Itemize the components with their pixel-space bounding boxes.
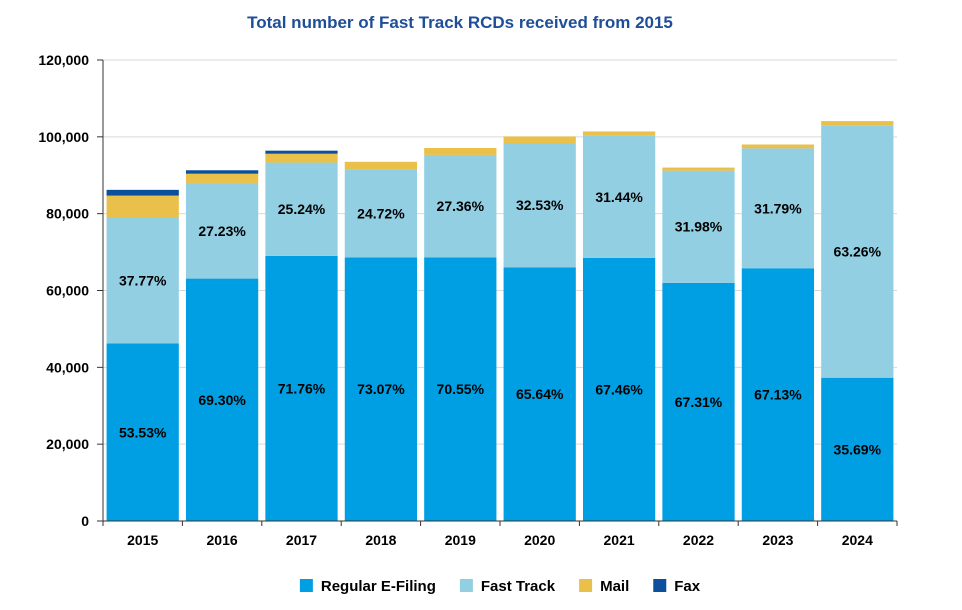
x-tick-label: 2018	[365, 532, 396, 548]
bar-segment	[265, 153, 338, 163]
bar-segment	[662, 170, 735, 283]
bar-segment	[741, 268, 815, 521]
x-tick-label: 2023	[762, 532, 793, 548]
bar-segment	[344, 257, 418, 521]
bar-segment	[106, 189, 179, 196]
bar-segment	[185, 170, 259, 174]
y-tick-label: 40,000	[46, 359, 89, 375]
data-label: 67.31%	[675, 394, 723, 410]
bar-segment	[503, 136, 576, 143]
legend-swatch	[653, 579, 667, 592]
legend: Regular E-Filing Fast Track Mail Fax	[299, 578, 701, 595]
bars	[106, 121, 894, 522]
x-tick-label: 2021	[604, 532, 635, 548]
data-label: 53.53%	[119, 424, 167, 440]
x-tick-label: 2020	[524, 532, 555, 548]
y-tick-label: 0	[81, 513, 89, 529]
data-label: 31.44%	[595, 189, 643, 205]
legend-swatch	[459, 579, 473, 592]
data-label: 31.79%	[754, 200, 802, 216]
data-label: 24.72%	[357, 205, 405, 221]
data-label: 25.24%	[278, 201, 326, 217]
bar-segment	[185, 182, 259, 279]
legend-label: Fast Track	[481, 578, 556, 595]
data-label: 31.98%	[675, 219, 723, 235]
bar-segment	[424, 257, 497, 521]
x-tick-label: 2019	[445, 532, 476, 548]
bar-segment	[185, 173, 259, 183]
y-tick-label: 80,000	[46, 206, 89, 222]
bar-segment	[582, 135, 656, 258]
y-tick-label: 60,000	[46, 283, 89, 299]
legend-swatch	[299, 579, 313, 592]
bar-segment	[265, 162, 338, 256]
x-tick-label: 2017	[286, 532, 317, 548]
bar-segment	[821, 377, 894, 521]
data-label: 71.76%	[278, 380, 326, 396]
bar-segment	[424, 147, 497, 155]
bar-segment	[344, 169, 418, 258]
bar-segment	[265, 150, 338, 154]
bar-segment	[582, 257, 656, 521]
bar-segment	[821, 125, 894, 378]
legend-label: Mail	[600, 578, 629, 595]
bar-segment	[185, 278, 259, 521]
bar-segment	[821, 121, 894, 126]
bar-segment	[424, 154, 497, 258]
bar-segment	[662, 167, 735, 171]
data-label: 73.07%	[357, 381, 405, 397]
bar-segment	[344, 161, 418, 170]
y-tick-label: 100,000	[38, 129, 89, 145]
bar-segment	[503, 267, 576, 521]
data-label: 37.77%	[119, 273, 167, 289]
data-labels: 53.53% 37.77% 69.30% 27.23% 71.76% 25.24% 73.0…	[119, 189, 882, 458]
data-label: 65.64%	[516, 386, 564, 402]
data-label: 67.46%	[595, 381, 643, 397]
bar-segment	[265, 255, 338, 522]
legend-label: Regular E-Filing	[321, 578, 436, 595]
x-tick-label: 2015	[127, 532, 158, 548]
data-label: 70.55%	[437, 381, 485, 397]
legend-swatch	[579, 579, 593, 592]
x-tick-label: 2024	[842, 532, 873, 548]
data-label: 27.23%	[198, 223, 246, 239]
bar-segment	[106, 195, 179, 218]
axes: 0 20,000 40,000 60,000 80,000 100,000 120,000 2…	[38, 52, 898, 548]
chart-title: Total number of Fast Track RCDs received…	[247, 13, 673, 32]
data-label: 63.26%	[834, 244, 882, 260]
y-tick-label: 120,000	[38, 52, 89, 68]
bar-segment	[503, 142, 576, 268]
data-label: 35.69%	[834, 441, 882, 457]
x-tick-label: 2022	[683, 532, 714, 548]
data-label: 69.30%	[198, 392, 246, 408]
bar-segment	[662, 282, 735, 521]
bar-segment	[741, 144, 815, 149]
bar-segment	[106, 217, 179, 344]
y-tick-label: 20,000	[46, 436, 89, 452]
x-tick-label: 2016	[207, 532, 238, 548]
data-label: 32.53%	[516, 197, 564, 213]
legend-label: Fax	[674, 578, 701, 595]
bar-segment	[582, 131, 656, 136]
data-label: 67.13%	[754, 387, 802, 403]
data-label: 27.36%	[437, 198, 485, 214]
bar-segment	[106, 343, 179, 521]
bar-segment	[741, 148, 815, 269]
